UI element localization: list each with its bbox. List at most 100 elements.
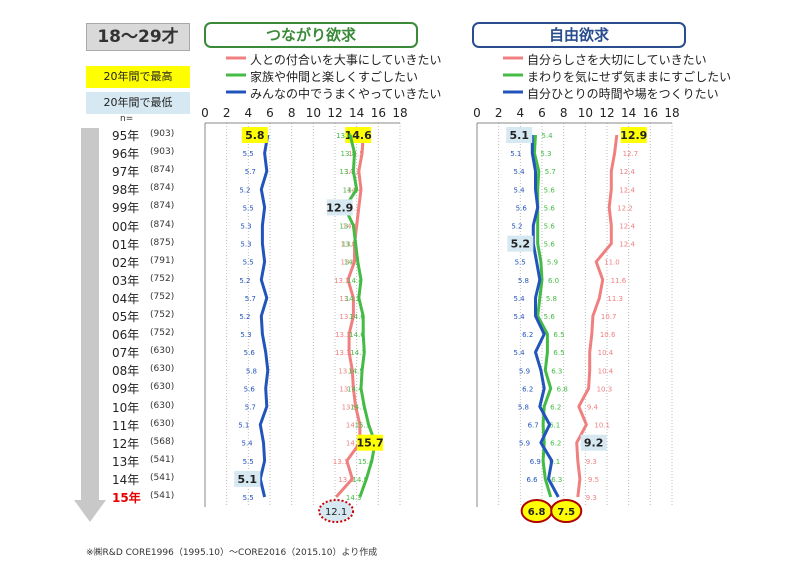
n-label: n=: [120, 114, 134, 124]
value-label: 5.5: [243, 458, 254, 466]
value-label: 12.2: [617, 204, 633, 212]
value-label: 12.7: [623, 150, 639, 158]
value-label: 5.3: [240, 331, 251, 339]
legend-label-l0: 人との付合いを大事にしていきたい: [250, 53, 442, 67]
highlight-low-box: [234, 470, 261, 487]
value-label: 13.6: [338, 367, 354, 375]
year-label: 13年: [112, 454, 140, 469]
year-label: 02年: [112, 255, 140, 270]
sample-count: (874): [150, 201, 175, 212]
value-label: 5.6: [544, 313, 556, 321]
sample-count: (874): [150, 165, 175, 176]
year-label: 96年: [112, 147, 140, 162]
series-line: [258, 134, 270, 498]
value-label: 5.4: [542, 132, 554, 140]
value-label: 15.7: [357, 437, 384, 450]
sample-count: (875): [150, 237, 175, 248]
value-label: 5.4: [242, 440, 254, 448]
sample-count: (568): [150, 436, 175, 447]
highlight-high-box: [241, 127, 268, 143]
legend-high-box: 20年間で最高: [86, 66, 190, 88]
value-label: 10.1: [594, 422, 610, 430]
x-tick-label: 0: [473, 106, 481, 120]
value-label: 6.2: [550, 440, 561, 448]
sample-count: (630): [150, 364, 175, 375]
x-tick-label: 12: [327, 106, 342, 120]
value-label: 13.2: [334, 277, 350, 285]
x-tick-label: 16: [371, 106, 386, 120]
x-tick-label: 10: [578, 106, 593, 120]
value-label: 13.6: [338, 476, 354, 484]
value-label: 13.9: [342, 241, 358, 249]
value-label: 5.8: [245, 129, 265, 142]
x-tick-label: 14: [621, 106, 636, 120]
value-label: 14.7: [350, 349, 366, 357]
value-label: 14.6: [349, 331, 365, 339]
series-line: [530, 135, 560, 498]
value-label: 6.0: [548, 277, 559, 285]
value-label: 5.4: [514, 349, 526, 357]
year-label: 04年: [112, 291, 140, 306]
footnote: ※㈱R&D CORE1996（1995.10）〜CORE2016（2015.10…: [86, 548, 378, 558]
value-label: 13.7: [339, 385, 355, 393]
value-label: 5.8: [518, 277, 529, 285]
sample-count: (752): [150, 328, 175, 339]
legend-low-box: 20年間で最低: [86, 92, 190, 114]
year-label: 11年: [112, 418, 140, 433]
value-label: 5.5: [515, 259, 526, 267]
highlight-low-box: [326, 199, 353, 216]
value-label: 13.7: [339, 313, 355, 321]
highlight-high-box: [357, 434, 384, 451]
value-label: 5.6: [244, 349, 256, 357]
value-label: 10.7: [601, 313, 617, 321]
year-label: 98年: [112, 183, 140, 198]
value-label: 5.7: [245, 404, 256, 412]
value-label: 6.3: [551, 476, 562, 484]
value-label: 6.3: [551, 367, 562, 375]
value-label: 14.6: [349, 313, 365, 321]
year-label: 06年: [112, 328, 140, 343]
value-label: 5.7: [245, 295, 256, 303]
value-label: 15.4: [358, 458, 374, 466]
value-label: 14.0: [343, 186, 359, 194]
value-label: 14.7: [350, 404, 366, 412]
x-tick-label: 4: [517, 106, 525, 120]
sample-count: (752): [150, 291, 175, 302]
value-label: 11.0: [604, 259, 620, 267]
sample-count: (752): [150, 273, 175, 284]
value-label: 13.8: [341, 259, 357, 267]
value-label: 9.4: [587, 404, 599, 412]
value-label: 5.6: [516, 204, 528, 212]
value-label: 14.1: [344, 259, 360, 267]
value-label: 14.3: [346, 440, 362, 448]
legend-label-r1: まわりを気にせず気ままにすごしたい: [527, 70, 732, 84]
sample-count: (541): [150, 472, 175, 483]
x-tick-label: 14: [349, 106, 364, 120]
value-label: 12.9: [326, 201, 353, 214]
sample-count: (903): [150, 129, 175, 139]
value-label: 5.5: [243, 259, 254, 267]
value-label: 5.5: [243, 204, 254, 212]
chart-title-jiyu: 自由欲求: [472, 22, 686, 48]
series-line: [575, 134, 619, 498]
value-label: 13.7: [339, 223, 355, 231]
value-label: 5.1: [238, 473, 258, 486]
sample-count: (874): [150, 183, 175, 194]
value-label: 5.1: [510, 150, 521, 158]
value-label: 9.3: [586, 494, 597, 502]
x-tick-label: 6: [538, 106, 546, 120]
value-label: 5.5: [243, 494, 254, 502]
x-tick-label: 8: [560, 106, 568, 120]
value-label: 5.2: [511, 223, 522, 231]
year-label: 00年: [112, 219, 140, 234]
value-label: 5.4: [514, 295, 526, 303]
sample-count: (630): [150, 418, 175, 429]
value-label: 6.1: [549, 458, 560, 466]
value-label: 5.9: [519, 440, 530, 448]
value-label: 6.7: [528, 422, 539, 430]
x-tick-label: 10: [306, 106, 321, 120]
value-label: 10.4: [598, 349, 614, 357]
sample-count: (791): [150, 255, 175, 266]
value-label: 13.7: [339, 168, 355, 176]
value-label: 13.7: [339, 295, 355, 303]
